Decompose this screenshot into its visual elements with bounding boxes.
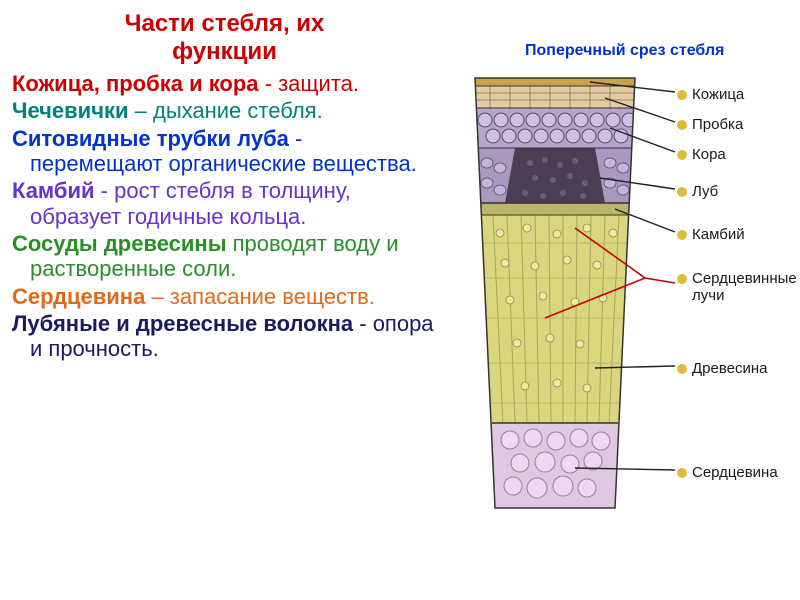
label-pith: Сердцевина bbox=[677, 464, 778, 481]
term: Чечевички bbox=[12, 98, 129, 123]
bullet-icon bbox=[677, 468, 687, 478]
term: Кожица, пробка и кора bbox=[12, 71, 259, 96]
label-bast: Луб bbox=[677, 183, 718, 200]
label-bark: Кора bbox=[677, 146, 726, 163]
label-wood: Древесина bbox=[677, 360, 768, 377]
function-item: Кожица, пробка и кора - защита. bbox=[12, 71, 437, 96]
description: - защита. bbox=[259, 71, 359, 96]
label-rays: Сердцевинные лучи bbox=[677, 270, 797, 304]
main-title: Части стебля, их функции bbox=[12, 10, 437, 65]
term: Камбий bbox=[12, 178, 95, 203]
function-item: Сосуды древесины проводят воду и раствор… bbox=[12, 231, 437, 282]
function-item: Чечевички – дыхание стебля. bbox=[12, 98, 437, 123]
bullet-icon bbox=[677, 90, 687, 100]
function-item: Сердцевина – запасание веществ. bbox=[12, 284, 437, 309]
function-item: Лубяные и древесные волокна - опора и пр… bbox=[12, 311, 437, 362]
text-panel: Части стебля, их функции Кожица, пробка … bbox=[0, 0, 445, 600]
label-text: Сердцевина bbox=[692, 464, 778, 481]
label-text: Луб bbox=[692, 183, 718, 200]
description: – дыхание стебля. bbox=[129, 98, 323, 123]
title-line-2: функции bbox=[172, 38, 277, 65]
rays-line2: лучи bbox=[692, 287, 724, 304]
diagram-panel: Поперечный срез стебля bbox=[445, 0, 800, 600]
label-text: Кора bbox=[692, 146, 726, 163]
label-text: Кожица bbox=[692, 86, 744, 103]
label-epidermis: Кожица bbox=[677, 86, 744, 103]
label-text: Пробка bbox=[692, 116, 743, 133]
bullet-icon bbox=[677, 364, 687, 374]
bullet-icon bbox=[677, 187, 687, 197]
description: – запасание веществ. bbox=[145, 284, 375, 309]
title-line-1: Части стебля, их bbox=[125, 10, 325, 37]
bullet-icon bbox=[677, 230, 687, 240]
term: Сосуды древесины bbox=[12, 231, 226, 256]
diagram-title: Поперечный срез стебля bbox=[525, 42, 724, 60]
bullet-icon bbox=[677, 274, 687, 284]
label-cambium: Камбий bbox=[677, 226, 745, 243]
term: Лубяные и древесные волокна bbox=[12, 311, 353, 336]
label-cork: Пробка bbox=[677, 116, 743, 133]
function-item: Ситовидные трубки луба - перемещают орга… bbox=[12, 126, 437, 177]
items-list: Кожица, пробка и кора - защита.Чечевички… bbox=[12, 71, 437, 361]
rays-line1: Сердцевинные bbox=[692, 270, 797, 287]
label-text: Сердцевинные лучи bbox=[692, 270, 797, 304]
label-text: Древесина bbox=[692, 360, 768, 377]
term: Ситовидные трубки луба bbox=[12, 126, 289, 151]
term: Сердцевина bbox=[12, 284, 145, 309]
label-text: Камбий bbox=[692, 226, 745, 243]
bullet-icon bbox=[677, 120, 687, 130]
function-item: Камбий - рост стебля в толщину, образует… bbox=[12, 178, 437, 229]
bullet-icon bbox=[677, 150, 687, 160]
